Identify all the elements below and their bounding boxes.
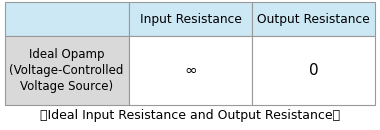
FancyBboxPatch shape: [252, 2, 375, 36]
Text: ∞: ∞: [184, 63, 197, 78]
FancyBboxPatch shape: [5, 36, 129, 105]
Text: 【Ideal Input Resistance and Output Resistance】: 【Ideal Input Resistance and Output Resis…: [40, 109, 340, 122]
FancyBboxPatch shape: [129, 36, 252, 105]
FancyBboxPatch shape: [5, 2, 129, 36]
Text: 0: 0: [309, 63, 319, 78]
Text: Output Resistance: Output Resistance: [258, 13, 370, 26]
Text: Input Resistance: Input Resistance: [139, 13, 242, 26]
Text: Ideal Opamp
(Voltage-Controlled
Voltage Source): Ideal Opamp (Voltage-Controlled Voltage …: [10, 48, 124, 93]
FancyBboxPatch shape: [129, 2, 252, 36]
FancyBboxPatch shape: [252, 36, 375, 105]
